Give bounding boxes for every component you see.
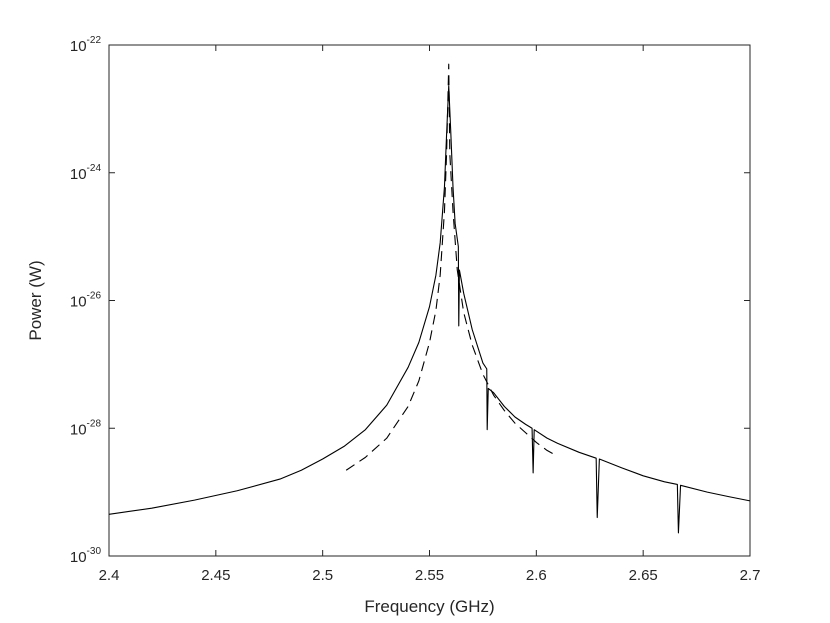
y-tick-exponent: -22 (87, 35, 102, 46)
y-tick-exponent: -28 (87, 418, 102, 429)
x-tick-label: 2.7 (740, 567, 761, 584)
y-tick-base: 10 (70, 38, 87, 55)
x-tick-label: 2.4 (99, 567, 120, 584)
dashed-series-line (345, 63, 556, 471)
series-layer (108, 63, 751, 534)
x-tick-label: 2.6 (526, 567, 547, 584)
y-tick-label: 10-30 (70, 546, 102, 566)
y-tick-base: 10 (70, 166, 87, 183)
y-tick-base: 10 (70, 294, 87, 311)
y-tick-exponent: -24 (87, 163, 102, 174)
x-tick-label: 2.5 (312, 567, 333, 584)
y-axis-title: Power (W) (26, 260, 45, 340)
y-tick-label: 10-26 (70, 291, 102, 311)
y-tick-label: 10-28 (70, 418, 102, 438)
y-tick-exponent: -30 (87, 546, 102, 557)
x-axis-ticks: 2.4 2.45 2.5 2.55 2.6 2.65 2.7 (99, 45, 761, 584)
y-tick-base: 10 (70, 421, 87, 438)
y-tick-label: 10-22 (70, 35, 102, 55)
y-tick-exponent: -26 (87, 291, 102, 302)
x-tick-label: 2.65 (629, 567, 658, 584)
x-tick-label: 2.55 (415, 567, 444, 584)
solid-series-line (108, 85, 751, 534)
x-tick-label: 2.45 (201, 567, 230, 584)
plot-area (108, 44, 751, 557)
x-axis-title: Frequency (GHz) (364, 597, 494, 616)
y-tick-label: 10-24 (70, 163, 102, 183)
y-tick-base: 10 (70, 549, 87, 566)
